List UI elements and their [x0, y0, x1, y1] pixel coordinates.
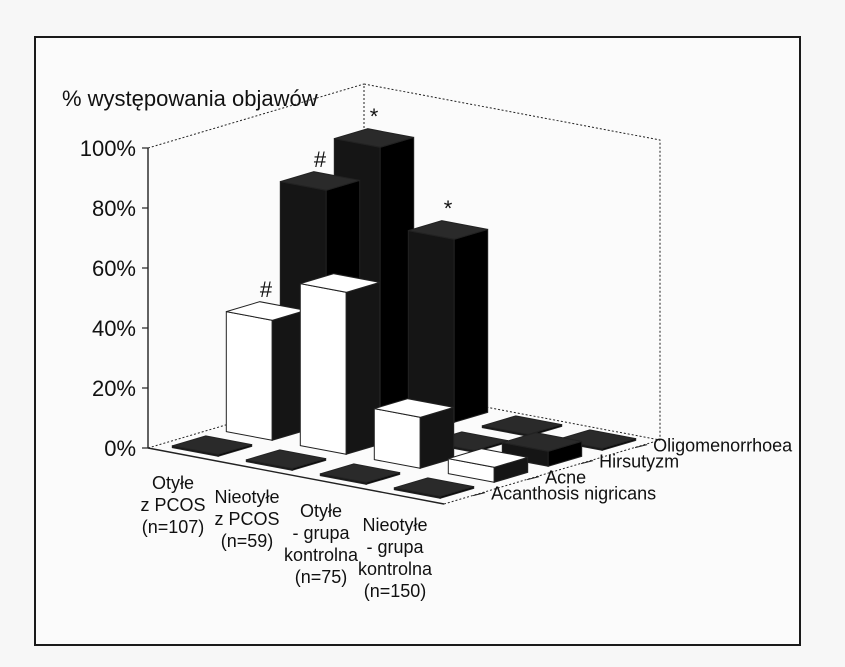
category-label: - grupa	[292, 523, 350, 543]
category-label: z PCOS	[214, 509, 279, 529]
series-tick	[580, 460, 594, 465]
series-label: Oligomenorrhoea	[653, 436, 793, 456]
bar-0-2	[481, 415, 563, 437]
category-label: kontrolna	[358, 559, 433, 579]
series-tick	[634, 444, 648, 449]
category-label: Otyłe	[300, 501, 342, 521]
chart-axes: 0% 20% 40% 60% 80% 100%	[80, 83, 661, 505]
y-tick-label: 0%	[104, 436, 136, 461]
bar-0-1	[407, 220, 489, 423]
x-axis-line	[147, 447, 445, 505]
bar-2-2	[373, 398, 455, 469]
y-tick-label: 20%	[92, 376, 136, 401]
category-label: Otyłe	[152, 473, 194, 493]
bar-2-3	[447, 448, 529, 483]
series-label: Acne	[545, 468, 586, 488]
series-label: Hirsutyzm	[599, 452, 679, 472]
bar-1-3	[501, 432, 583, 467]
category-label: - grupa	[366, 537, 424, 557]
category-label: (n=75)	[295, 567, 348, 587]
chart-title: % występowania objawów	[62, 86, 318, 111]
significance-marker: #	[260, 277, 273, 302]
significance-marker: *	[444, 196, 453, 221]
category-label: (n=107)	[142, 517, 205, 537]
chart-frame: % występowania objawów 0% 20% 40% 60% 80% 100…	[34, 36, 801, 646]
significance-marker: #	[314, 147, 327, 172]
series-tick	[526, 476, 540, 481]
significance-marker: *	[370, 104, 379, 129]
category-label: z PCOS	[140, 495, 205, 515]
y-tick-label: 80%	[92, 196, 136, 221]
y-tick-label: 40%	[92, 316, 136, 341]
chart-svg: % występowania objawów 0% 20% 40% 60% 80% 100…	[62, 83, 793, 601]
bars-layer	[225, 128, 583, 483]
bar-2-1	[299, 273, 381, 455]
series-label: Acanthosis nigricans	[491, 484, 656, 504]
category-label: (n=59)	[221, 531, 274, 551]
left-wall-top	[147, 83, 365, 149]
bar-3-1	[245, 449, 327, 471]
series-tick	[472, 492, 486, 497]
category-label: Nieotyłe	[214, 487, 279, 507]
floor-right-edge	[443, 439, 661, 505]
category-label: Nieotyłe	[362, 515, 427, 535]
bar-3-2	[319, 463, 401, 485]
y-tick-label: 100%	[80, 136, 136, 161]
category-label: kontrolna	[284, 545, 359, 565]
y-tick-label: 60%	[92, 256, 136, 281]
bar-3-3	[393, 477, 475, 499]
category-label: (n=150)	[364, 581, 427, 601]
bar-2-0	[225, 301, 307, 441]
bar-3-0	[171, 435, 253, 457]
